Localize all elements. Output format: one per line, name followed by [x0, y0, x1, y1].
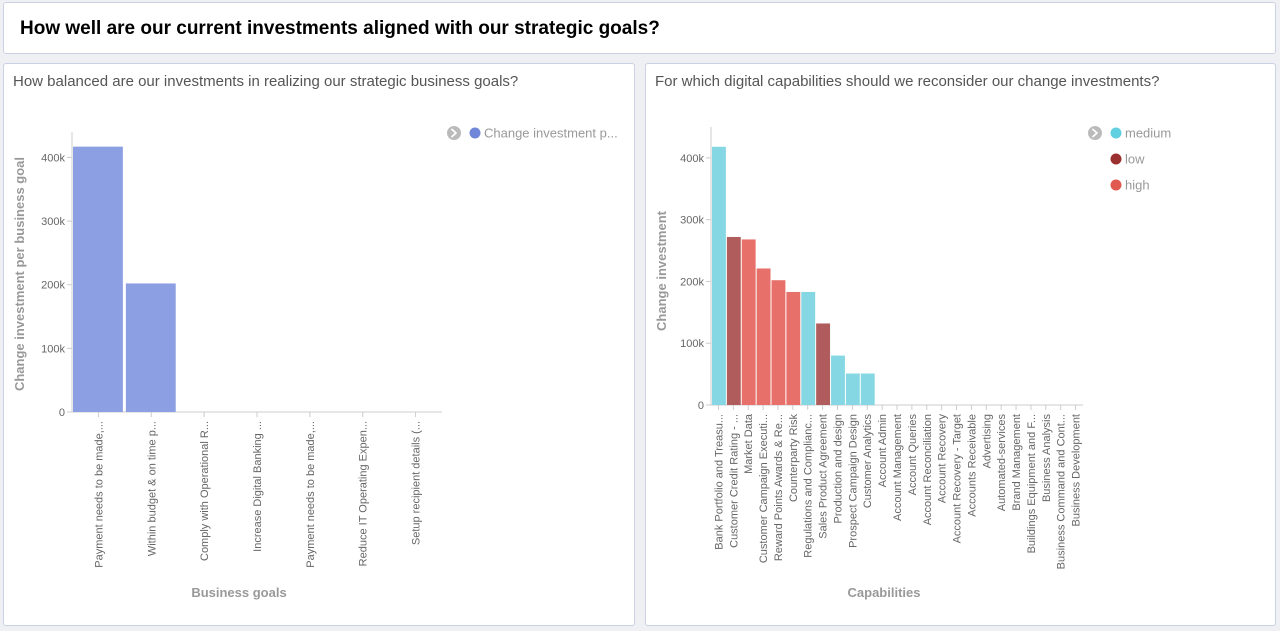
bar	[786, 291, 801, 405]
legend-label: medium	[1125, 126, 1171, 141]
legend-label: low	[1125, 152, 1145, 167]
page-title: How well are our current investments ali…	[20, 18, 660, 39]
header-panel: How well are our current investments ali…	[3, 2, 1276, 54]
bar	[756, 268, 771, 405]
business-goals-chart: 0 100k 200k 300k 400k Payment needs to be mad…	[12, 126, 618, 601]
business-goals-panel: How balanced are our investments in real…	[3, 63, 635, 626]
x-tick-label: Account Recovery	[937, 414, 949, 504]
y-tick-label: 0	[698, 400, 704, 412]
bar	[860, 373, 875, 405]
x-tick-label: Setup recipient details (...	[411, 421, 423, 545]
x-tick-label: Business Analysis	[1041, 414, 1053, 503]
bar	[801, 291, 816, 405]
x-tick-label: Payment needs to be made,...	[93, 421, 105, 568]
y-tick-label: 200k	[680, 276, 704, 288]
x-tick-label: Account Admin	[877, 414, 889, 487]
y-tick-label: 400k	[680, 153, 704, 165]
x-axis-title: Business goals	[191, 585, 286, 600]
legend-toggle-icon[interactable]	[447, 126, 461, 140]
x-tick-label: Customer Credit Rating - ...	[728, 414, 740, 548]
x-tick-label: Increase Digital Banking ...	[252, 421, 264, 552]
y-tick-label: 300k	[41, 216, 65, 228]
bar	[726, 236, 741, 405]
x-tick-label: Comply with Operational R...	[199, 421, 211, 561]
y-tick-label: 200k	[41, 280, 65, 292]
legend-dot	[1110, 179, 1122, 191]
bar	[816, 323, 831, 405]
capabilities-panel: For which digital capabilities should we…	[645, 63, 1276, 626]
x-tick-label: Account Management	[892, 414, 904, 521]
y-axis-title: Change investment	[654, 210, 669, 331]
x-tick-label: Account Recovery - Target	[952, 414, 964, 543]
y-tick-label: 100k	[41, 343, 65, 355]
x-tick-label: Within budget & on time p...	[146, 421, 158, 556]
legend-label: high	[1125, 178, 1150, 193]
bar	[712, 146, 726, 405]
bar	[741, 239, 756, 405]
x-tick-label: Accounts Receivable	[966, 414, 978, 517]
bar	[73, 146, 123, 412]
bar	[831, 355, 845, 405]
x-tick-label: Customer Analytics	[862, 414, 874, 509]
x-tick-label: Advertising	[981, 414, 993, 468]
x-tick-label: Business Command and Cont...	[1056, 414, 1068, 569]
bar	[771, 280, 786, 405]
business-goals-panel-title: How balanced are our investments in real…	[13, 73, 519, 90]
x-tick-label: Reduce IT Operating Expen...	[358, 421, 370, 566]
bar	[845, 373, 860, 405]
x-tick-label: Customer Campaign Executi...	[758, 414, 770, 563]
x-tick-label: Regulations and Complianc...	[803, 414, 815, 558]
x-tick-label: Reward Points Awards & Re...	[773, 414, 785, 561]
x-tick-label: Buildings Equipment and F...	[1026, 414, 1038, 553]
y-tick-label: 0	[59, 407, 65, 419]
bar	[125, 283, 176, 412]
x-tick-label: Brand Management	[1011, 414, 1023, 511]
legend-dot	[1110, 127, 1122, 139]
y-axis-title: Change investment per business goal	[12, 157, 27, 391]
x-tick-label: Sales Product Agreement	[818, 414, 830, 539]
legend-dot	[469, 127, 481, 139]
y-tick-label: 300k	[680, 215, 704, 227]
y-tick-label: 100k	[680, 338, 704, 350]
capabilities-panel-title: For which digital capabilities should we…	[655, 73, 1160, 90]
x-tick-label: Account Queries	[907, 414, 919, 496]
x-tick-label: Business Development	[1071, 414, 1083, 527]
capabilities-chart: 0 100k 200k 300k 400k Bank Portfolio and Trea…	[654, 126, 1171, 601]
legend-toggle-icon[interactable]	[1088, 126, 1102, 140]
x-tick-label: Payment needs to be made,...	[305, 421, 317, 568]
x-tick-label: Prospect Campaign Design	[847, 414, 859, 548]
y-tick-label: 400k	[41, 152, 65, 164]
x-axis-title: Capabilities	[848, 585, 921, 600]
x-tick-label: Market Data	[743, 413, 755, 474]
x-tick-label: Account Reconciliation	[922, 414, 934, 525]
x-tick-label: Bank Portfolio and Treasu...	[713, 414, 725, 550]
x-tick-label: Production and design	[832, 414, 844, 523]
x-tick-label: Automated-services	[996, 414, 1008, 512]
legend-label: Change investment p...	[484, 126, 618, 141]
legend-dot	[1110, 153, 1122, 165]
x-tick-label: Counterparty Risk	[788, 414, 800, 503]
